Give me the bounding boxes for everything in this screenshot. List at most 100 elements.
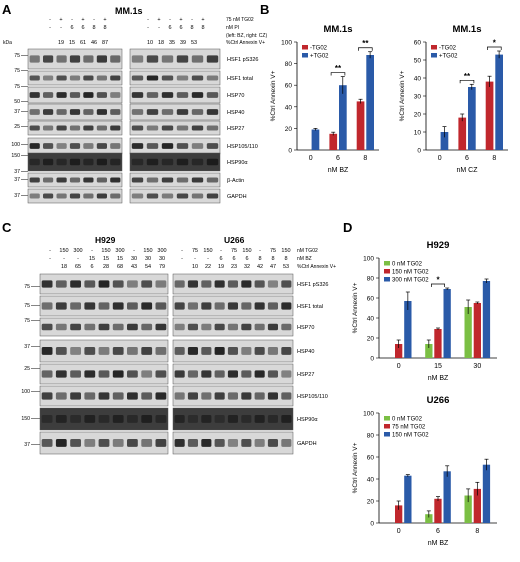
bar--tg02 [440, 132, 449, 150]
blot-c-left-band [98, 347, 110, 355]
blot-c-right-band [227, 370, 238, 378]
blot-a-mw-marker: 50 [14, 99, 20, 105]
blot-c-tg02-right: 75 [270, 248, 276, 254]
western-blot-c: H929 U266 - 150 300 - 150 300 - 150 300 - - - 15 15 15… [21, 235, 336, 455]
western-blot-a: MM.1s kDa - + - + - + - - 6 6 8 8 19 15 61 46 87 - + - + - + - -… [3, 6, 267, 204]
blot-a-left-band [56, 143, 67, 149]
blot-c-title-u266: U266 [224, 235, 245, 245]
blot-c-right-band [214, 370, 225, 378]
blot-a-right-band [161, 55, 174, 63]
blot-c-tg02-right: - [259, 248, 261, 254]
y-tick-label: 40 [285, 104, 293, 111]
panel-label-c: C [2, 220, 12, 235]
blot-c-right-band [241, 370, 252, 378]
blot-c-left-band [98, 323, 110, 331]
y-tick-label: 40 [414, 76, 422, 83]
blot-c-left-band [70, 302, 81, 310]
blot-c-mw-marker: 75 [24, 284, 30, 290]
legend-label: 150 nM TG02 [392, 433, 429, 439]
bar--tg02 [366, 55, 374, 150]
blot-c-left-band [55, 347, 67, 355]
blot-c-tg02-left: - [49, 248, 51, 254]
blot-c-right-band [267, 392, 278, 400]
blot-c-band-label: HSF1 total [297, 304, 323, 310]
blot-c-left-band [141, 392, 153, 400]
blot-a-left-frame [27, 70, 123, 86]
blot-c-right-band [201, 415, 212, 423]
blot-c-mw-marker: 37 [24, 442, 30, 448]
blot-c-left-band [98, 392, 110, 400]
significance-marker: ** [464, 72, 471, 81]
blot-c-left-band [155, 280, 167, 288]
blot-a-left-band [83, 55, 94, 63]
blot-c-left-band [127, 302, 138, 310]
blot-c-left-band [70, 347, 81, 355]
blot-c-annexin-right: 23 [231, 264, 237, 270]
blot-a-left-band [110, 75, 121, 81]
blot-a-left-band [83, 177, 94, 183]
blot-a-right-frame [129, 86, 221, 104]
blot-a-left-band [43, 158, 54, 166]
blot-c-left-band [84, 323, 96, 331]
blot-a-annexin-right: 35 [169, 40, 175, 46]
blot-c-tg02-left: 150 [143, 248, 152, 254]
blot-c-right-band [174, 323, 185, 331]
blot-c-left-band [70, 370, 81, 378]
blot-a-tg02-left: - [93, 17, 95, 23]
legend-label: 75 nM TG02 [392, 425, 426, 431]
blot-a-right-frame [129, 103, 221, 121]
blot-c-right-band [201, 392, 212, 400]
blot-a-left-band [56, 75, 67, 81]
panel-label-d: D [343, 220, 352, 235]
blot-c-right-band [201, 347, 212, 355]
blot-a-left-band [83, 75, 94, 81]
blot-a-band-label: HSP105/110 [227, 144, 258, 150]
blot-a-right-frame [129, 152, 221, 172]
blot-a-left-band [110, 158, 121, 166]
blot-c-left-band [127, 415, 138, 423]
blot-c-bz-right: - [181, 256, 183, 262]
legend-swatch [384, 416, 390, 421]
blot-a-left-band [83, 193, 94, 199]
blot-c-left-band [84, 439, 96, 447]
blot-c-left-band [141, 347, 153, 355]
blot-a-pi-left: 8 [92, 25, 95, 31]
blot-c-left-band [141, 280, 153, 288]
x-tick-label: 8 [475, 528, 479, 535]
blot-c-left-band [70, 280, 81, 288]
blot-a-right-band [176, 125, 189, 131]
blot-c-left-frame [39, 407, 169, 431]
blot-c-bz-left: 30 [131, 256, 137, 262]
blot-c-right-band [254, 415, 265, 423]
x-tick-label: 0 [309, 155, 313, 162]
blot-a-left-band [69, 177, 81, 183]
y-tick-label: 20 [367, 336, 375, 343]
blot-a-left-band [69, 193, 81, 199]
blot-a-right-band [176, 109, 189, 115]
significance-bracket [487, 46, 502, 50]
blot-c-left-band [41, 280, 53, 288]
chart-title: MM.1s [323, 24, 352, 35]
blot-c-right-band [281, 323, 292, 331]
blot-c-left-band [70, 415, 81, 423]
blot-c-bz-left: 15 [117, 256, 123, 262]
x-tick-label: 30 [473, 363, 481, 370]
blot-c-right-band [254, 370, 265, 378]
bar-75-nm-tg02 [434, 498, 442, 523]
blot-a-left-band [69, 55, 81, 63]
significance-marker: * [493, 39, 497, 48]
blot-c-right-band [281, 347, 292, 355]
blot-c-right-band [267, 323, 278, 331]
blot-c-right-band [227, 347, 238, 355]
blot-a-left-band [43, 193, 54, 199]
chart-title: U266 [427, 395, 450, 406]
blot-a-kda: kDa [3, 40, 12, 46]
y-tick-label: 10 [414, 130, 422, 137]
blot-a-right-frame [129, 188, 221, 204]
significance-bracket [431, 283, 445, 287]
blot-a-left-band [56, 125, 67, 131]
legend-swatch [384, 269, 390, 274]
blot-a-annexin-left: 15 [69, 40, 75, 46]
blot-c-left-band [70, 439, 81, 447]
blot-c-right-band [214, 302, 225, 310]
